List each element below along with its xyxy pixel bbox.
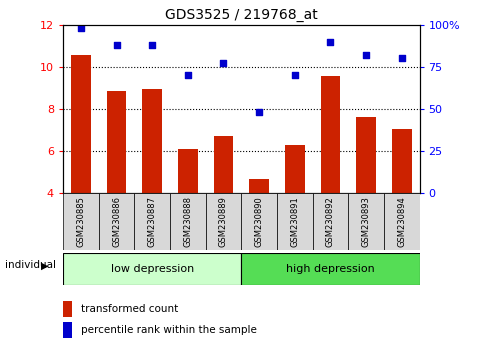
Point (183, 73, 191, 78)
Bar (285, 144, 304, 193)
Text: GSM230889: GSM230889 (218, 196, 227, 247)
Point (397, 56, 405, 61)
Bar (63, 253, 241, 285)
Bar (142, 89, 162, 193)
Point (290, 73, 298, 78)
Point (219, 61, 227, 66)
Bar (241, 193, 276, 250)
Bar (205, 193, 241, 250)
Text: GSM230885: GSM230885 (76, 196, 85, 247)
Text: low depression: low depression (110, 264, 194, 274)
Point (255, 109, 262, 115)
Text: GSM230892: GSM230892 (325, 196, 334, 246)
Text: individual: individual (5, 261, 56, 270)
Point (148, 42, 156, 48)
Bar (213, 136, 233, 193)
Bar (178, 149, 197, 193)
Text: high depression: high depression (286, 264, 374, 274)
Bar (276, 193, 312, 250)
Text: ▶: ▶ (41, 261, 48, 270)
Text: GSM230890: GSM230890 (254, 196, 263, 246)
Text: transformed count: transformed count (80, 304, 178, 314)
Point (362, 52, 369, 58)
Bar (356, 117, 375, 193)
Bar (99, 193, 134, 250)
Text: GSM230893: GSM230893 (361, 196, 370, 247)
Point (77, 25, 85, 31)
Bar (383, 193, 419, 250)
Text: GSM230891: GSM230891 (289, 196, 299, 246)
Bar (241, 253, 419, 285)
Bar (63, 322, 72, 338)
Point (326, 39, 333, 45)
Point (112, 42, 120, 48)
Text: percentile rank within the sample: percentile rank within the sample (80, 325, 256, 336)
Text: GSM230886: GSM230886 (112, 196, 121, 247)
Bar (312, 193, 348, 250)
Bar (106, 91, 126, 193)
Bar (71, 55, 91, 193)
Title: GDS3525 / 219768_at: GDS3525 / 219768_at (165, 8, 317, 22)
Bar (249, 179, 268, 193)
Bar (391, 129, 410, 193)
Bar (63, 301, 72, 317)
Text: GSM230894: GSM230894 (396, 196, 406, 246)
Bar (63, 193, 99, 250)
Bar (320, 76, 339, 193)
Bar (134, 193, 170, 250)
Bar (169, 193, 205, 250)
Bar (348, 193, 383, 250)
Text: GSM230887: GSM230887 (147, 196, 156, 247)
Text: GSM230888: GSM230888 (183, 196, 192, 247)
